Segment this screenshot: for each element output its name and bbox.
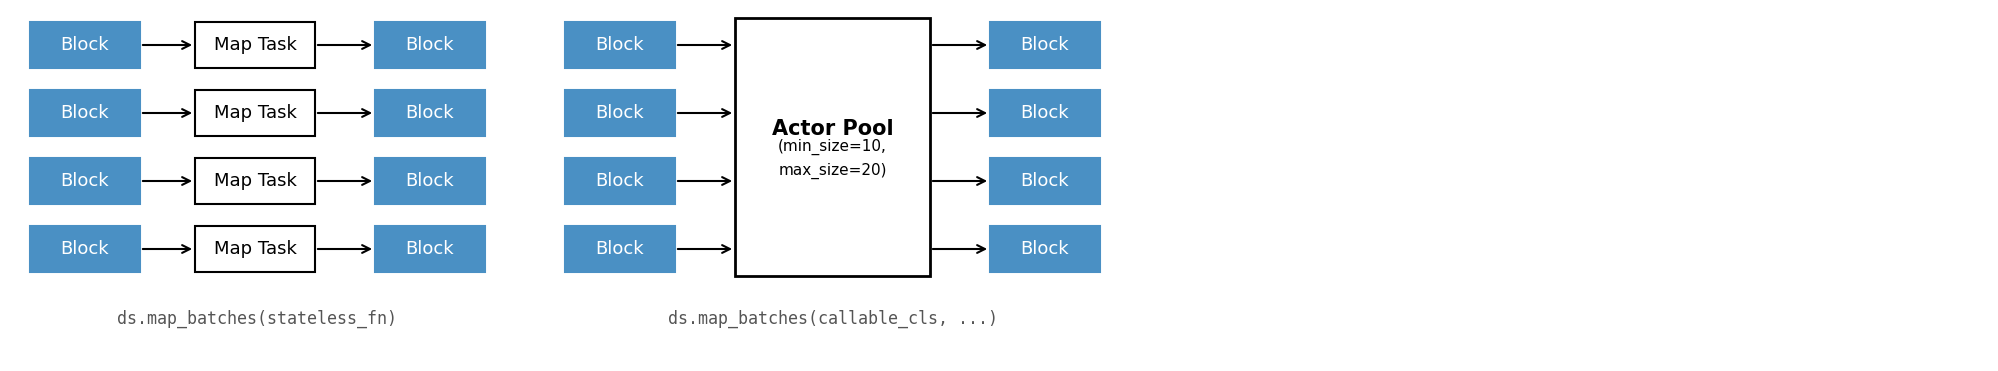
Bar bbox=[196, 158, 316, 204]
Bar bbox=[376, 226, 486, 272]
Text: Block: Block bbox=[1021, 104, 1069, 122]
Text: Block: Block bbox=[406, 172, 454, 190]
Bar bbox=[30, 226, 140, 272]
Text: Map Task: Map Task bbox=[214, 104, 296, 122]
Text: Map Task: Map Task bbox=[214, 36, 296, 54]
Text: Actor Pool: Actor Pool bbox=[771, 119, 893, 139]
Bar bbox=[376, 90, 486, 136]
Text: Block: Block bbox=[60, 172, 110, 190]
Bar bbox=[989, 158, 1099, 204]
Bar bbox=[565, 90, 675, 136]
Bar bbox=[565, 22, 675, 68]
Text: Block: Block bbox=[406, 240, 454, 258]
Bar bbox=[196, 90, 316, 136]
Bar bbox=[30, 22, 140, 68]
Bar bbox=[565, 158, 675, 204]
Text: Block: Block bbox=[595, 36, 643, 54]
Text: Map Task: Map Task bbox=[214, 240, 296, 258]
Text: Block: Block bbox=[595, 172, 643, 190]
Bar bbox=[196, 226, 316, 272]
Text: Block: Block bbox=[60, 240, 110, 258]
Text: Block: Block bbox=[595, 240, 643, 258]
Text: Map Task: Map Task bbox=[214, 172, 296, 190]
Bar bbox=[196, 22, 316, 68]
Text: (min_size=10,
max_size=20): (min_size=10, max_size=20) bbox=[777, 139, 887, 179]
Text: Block: Block bbox=[406, 104, 454, 122]
Text: Block: Block bbox=[406, 36, 454, 54]
Text: Block: Block bbox=[1021, 36, 1069, 54]
Bar bbox=[989, 226, 1099, 272]
Bar bbox=[989, 22, 1099, 68]
Bar bbox=[376, 22, 486, 68]
Text: Block: Block bbox=[60, 104, 110, 122]
Text: Block: Block bbox=[60, 36, 110, 54]
Text: ds.map_batches(stateless_fn): ds.map_batches(stateless_fn) bbox=[118, 310, 398, 328]
Text: ds.map_batches(callable_cls, ...): ds.map_batches(callable_cls, ...) bbox=[667, 310, 997, 328]
Text: Block: Block bbox=[1021, 240, 1069, 258]
Bar bbox=[565, 226, 675, 272]
Bar bbox=[989, 90, 1099, 136]
Text: Block: Block bbox=[595, 104, 643, 122]
Bar bbox=[376, 158, 486, 204]
Text: Block: Block bbox=[1021, 172, 1069, 190]
Bar bbox=[735, 18, 929, 276]
Bar bbox=[30, 158, 140, 204]
Bar bbox=[30, 90, 140, 136]
